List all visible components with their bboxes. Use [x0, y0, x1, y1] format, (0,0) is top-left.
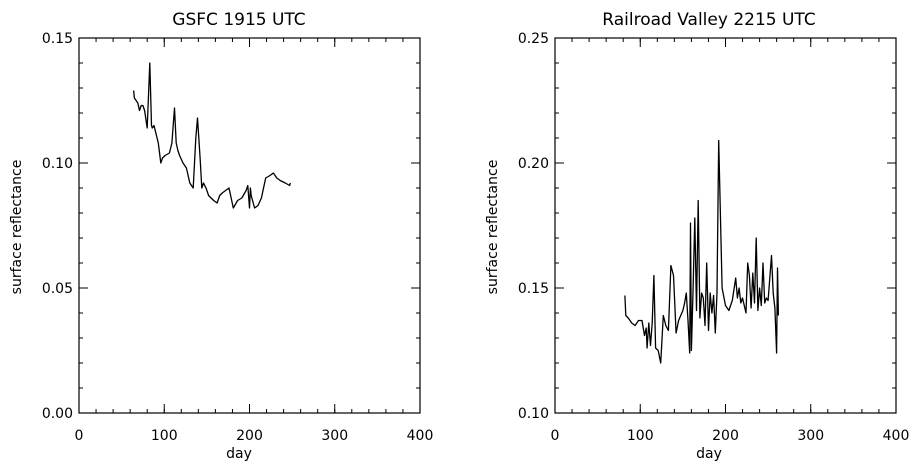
x-tick-label: 200	[712, 428, 739, 444]
y-tick-label: 0.20	[518, 156, 549, 172]
series-layer	[624, 139, 780, 364]
y-axis-label: surface reflectance	[9, 160, 25, 295]
x-tick-label: 200	[236, 428, 263, 444]
x-axis-label: day	[696, 446, 722, 462]
chart-title: Railroad Valley 2215 UTC	[602, 10, 815, 30]
y-tick-label: 0.10	[518, 406, 549, 422]
y-tick-label: 0.15	[42, 31, 73, 47]
y-tick-label: 0.25	[518, 31, 549, 47]
y-axis-label: surface reflectance	[485, 160, 501, 295]
series-line	[132, 62, 292, 209]
series-layer	[132, 62, 292, 209]
chart-title: GSFC 1915 UTC	[172, 10, 305, 30]
x-tick-label: 0	[551, 428, 560, 444]
x-tick-label: 300	[321, 428, 348, 444]
x-tick-label: 100	[627, 428, 654, 444]
y-tick-labels: 0.10 0.15 0.20 0.25	[518, 31, 549, 422]
plot-frame	[554, 37, 897, 414]
x-tick-label: 100	[151, 428, 178, 444]
y-tick-label: 0.00	[42, 406, 73, 422]
x-tick-label: 300	[797, 428, 824, 444]
axis-ticks	[78, 37, 421, 414]
y-tick-labels: 0.00 0.05 0.10 0.15	[42, 31, 73, 422]
y-tick-label: 0.10	[42, 156, 73, 172]
x-axis-label: day	[226, 446, 252, 462]
x-tick-label: 400	[407, 428, 434, 444]
x-tick-labels: 0 100 200 300 400	[551, 428, 910, 444]
y-tick-label: 0.15	[518, 281, 549, 297]
axis-ticks	[554, 37, 897, 414]
railroad-valley-chart: Railroad Valley 2215 UTC surface reflect…	[485, 10, 909, 462]
x-tick-label: 0	[75, 428, 84, 444]
y-tick-label: 0.05	[42, 281, 73, 297]
plot-frame	[78, 37, 421, 414]
x-tick-labels: 0 100 200 300 400	[75, 428, 434, 444]
x-tick-label: 400	[883, 428, 910, 444]
gsfc-chart: GSFC 1915 UTC surface reflectance day 0 1…	[9, 10, 433, 462]
series-line	[624, 139, 780, 364]
